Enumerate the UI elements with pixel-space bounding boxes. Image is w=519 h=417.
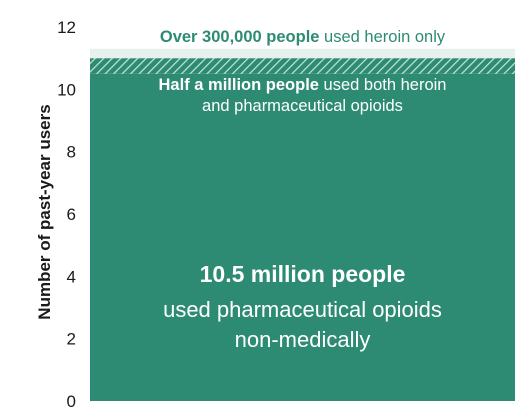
y-tick-label: 6 <box>67 205 76 224</box>
label-both-rest: used both heroin <box>319 76 447 94</box>
label-heroin-only-bold: Over 300,000 people <box>160 28 320 46</box>
label-pharma-line3: non-medically <box>235 327 371 352</box>
y-tick-label: 2 <box>67 330 76 349</box>
label-pharma-bold: 10.5 million people <box>200 261 406 287</box>
y-tick-label: 12 <box>57 18 76 37</box>
label-both-bold: Half a million people <box>159 76 319 94</box>
label-both-line1: Half a million people used both heroin <box>159 76 447 94</box>
label-pharma-line2: used pharmaceutical opioids <box>163 297 442 322</box>
bar-segment-heroin-and-pharmaceutical <box>90 58 515 74</box>
y-axis-ticks: 0 2 4 6 8 10 12 <box>57 18 76 411</box>
label-heroin-only: Over 300,000 people used heroin only <box>160 28 446 46</box>
stacked-bar <box>90 48 515 401</box>
y-tick-label: 4 <box>67 267 76 286</box>
label-both-line2: and pharmaceutical opioids <box>202 97 403 115</box>
y-tick-label: 10 <box>57 80 76 99</box>
y-tick-label: 8 <box>67 143 76 162</box>
bar-segment-pharmaceutical-only <box>90 73 515 401</box>
label-heroin-only-rest: used heroin only <box>319 28 445 46</box>
y-tick-label: 0 <box>67 392 76 411</box>
y-axis-label: Number of past-year users <box>35 104 54 319</box>
bar-segment-heroin-only <box>90 48 515 59</box>
